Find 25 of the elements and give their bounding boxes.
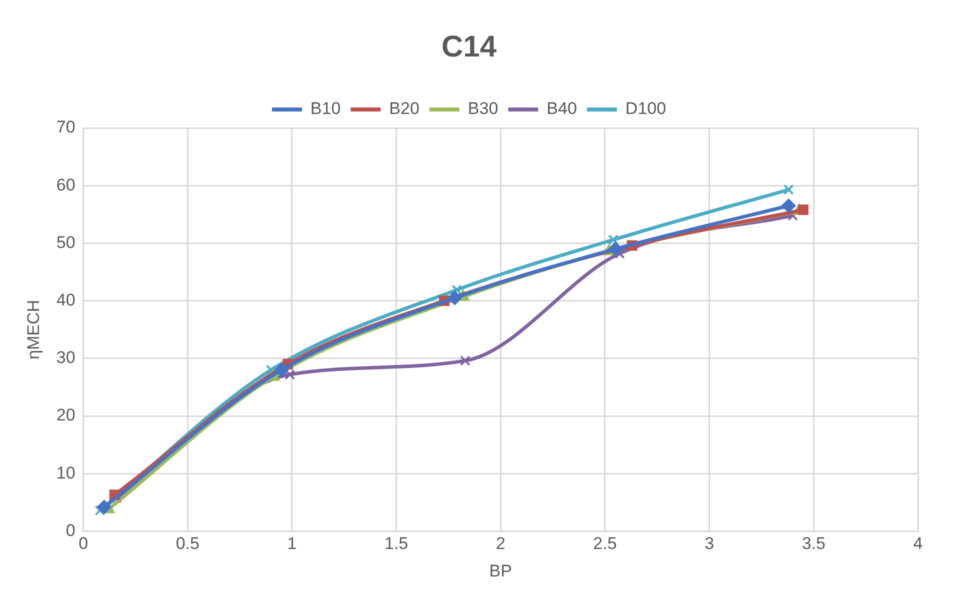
y-tick-label: 50 — [56, 232, 76, 252]
x-tick-label: 4 — [913, 534, 923, 554]
x-tick-label: 3.5 — [802, 534, 826, 554]
x-tick-label: 1.5 — [384, 534, 408, 554]
x-axis-title: BP — [489, 561, 512, 580]
x-tick-label: 1 — [287, 534, 297, 554]
y-tick-label: 60 — [56, 175, 76, 194]
chart-title: C14 — [441, 30, 497, 64]
y-tick-label: 20 — [56, 406, 76, 425]
y-tick-label: 30 — [56, 348, 76, 368]
legend-label: B30 — [468, 99, 498, 118]
x-tick-label: 3 — [704, 534, 714, 554]
y-tick-label: 70 — [56, 118, 76, 137]
legend-label: B10 — [310, 99, 341, 118]
y-tick-label: 0 — [66, 520, 76, 540]
legend-label: B40 — [546, 99, 577, 118]
x-tick-label: 2.5 — [593, 534, 617, 554]
x-tick-label: 0.5 — [176, 534, 200, 554]
legend-label: B20 — [389, 99, 420, 118]
x-tick-label: 0 — [78, 534, 88, 554]
y-tick-label: 10 — [56, 463, 76, 482]
legend-label: D100 — [625, 99, 666, 118]
y-tick-label: 40 — [56, 290, 76, 310]
y-axis-title: ηMECH — [24, 300, 43, 360]
x-tick-label: 2 — [496, 534, 506, 554]
